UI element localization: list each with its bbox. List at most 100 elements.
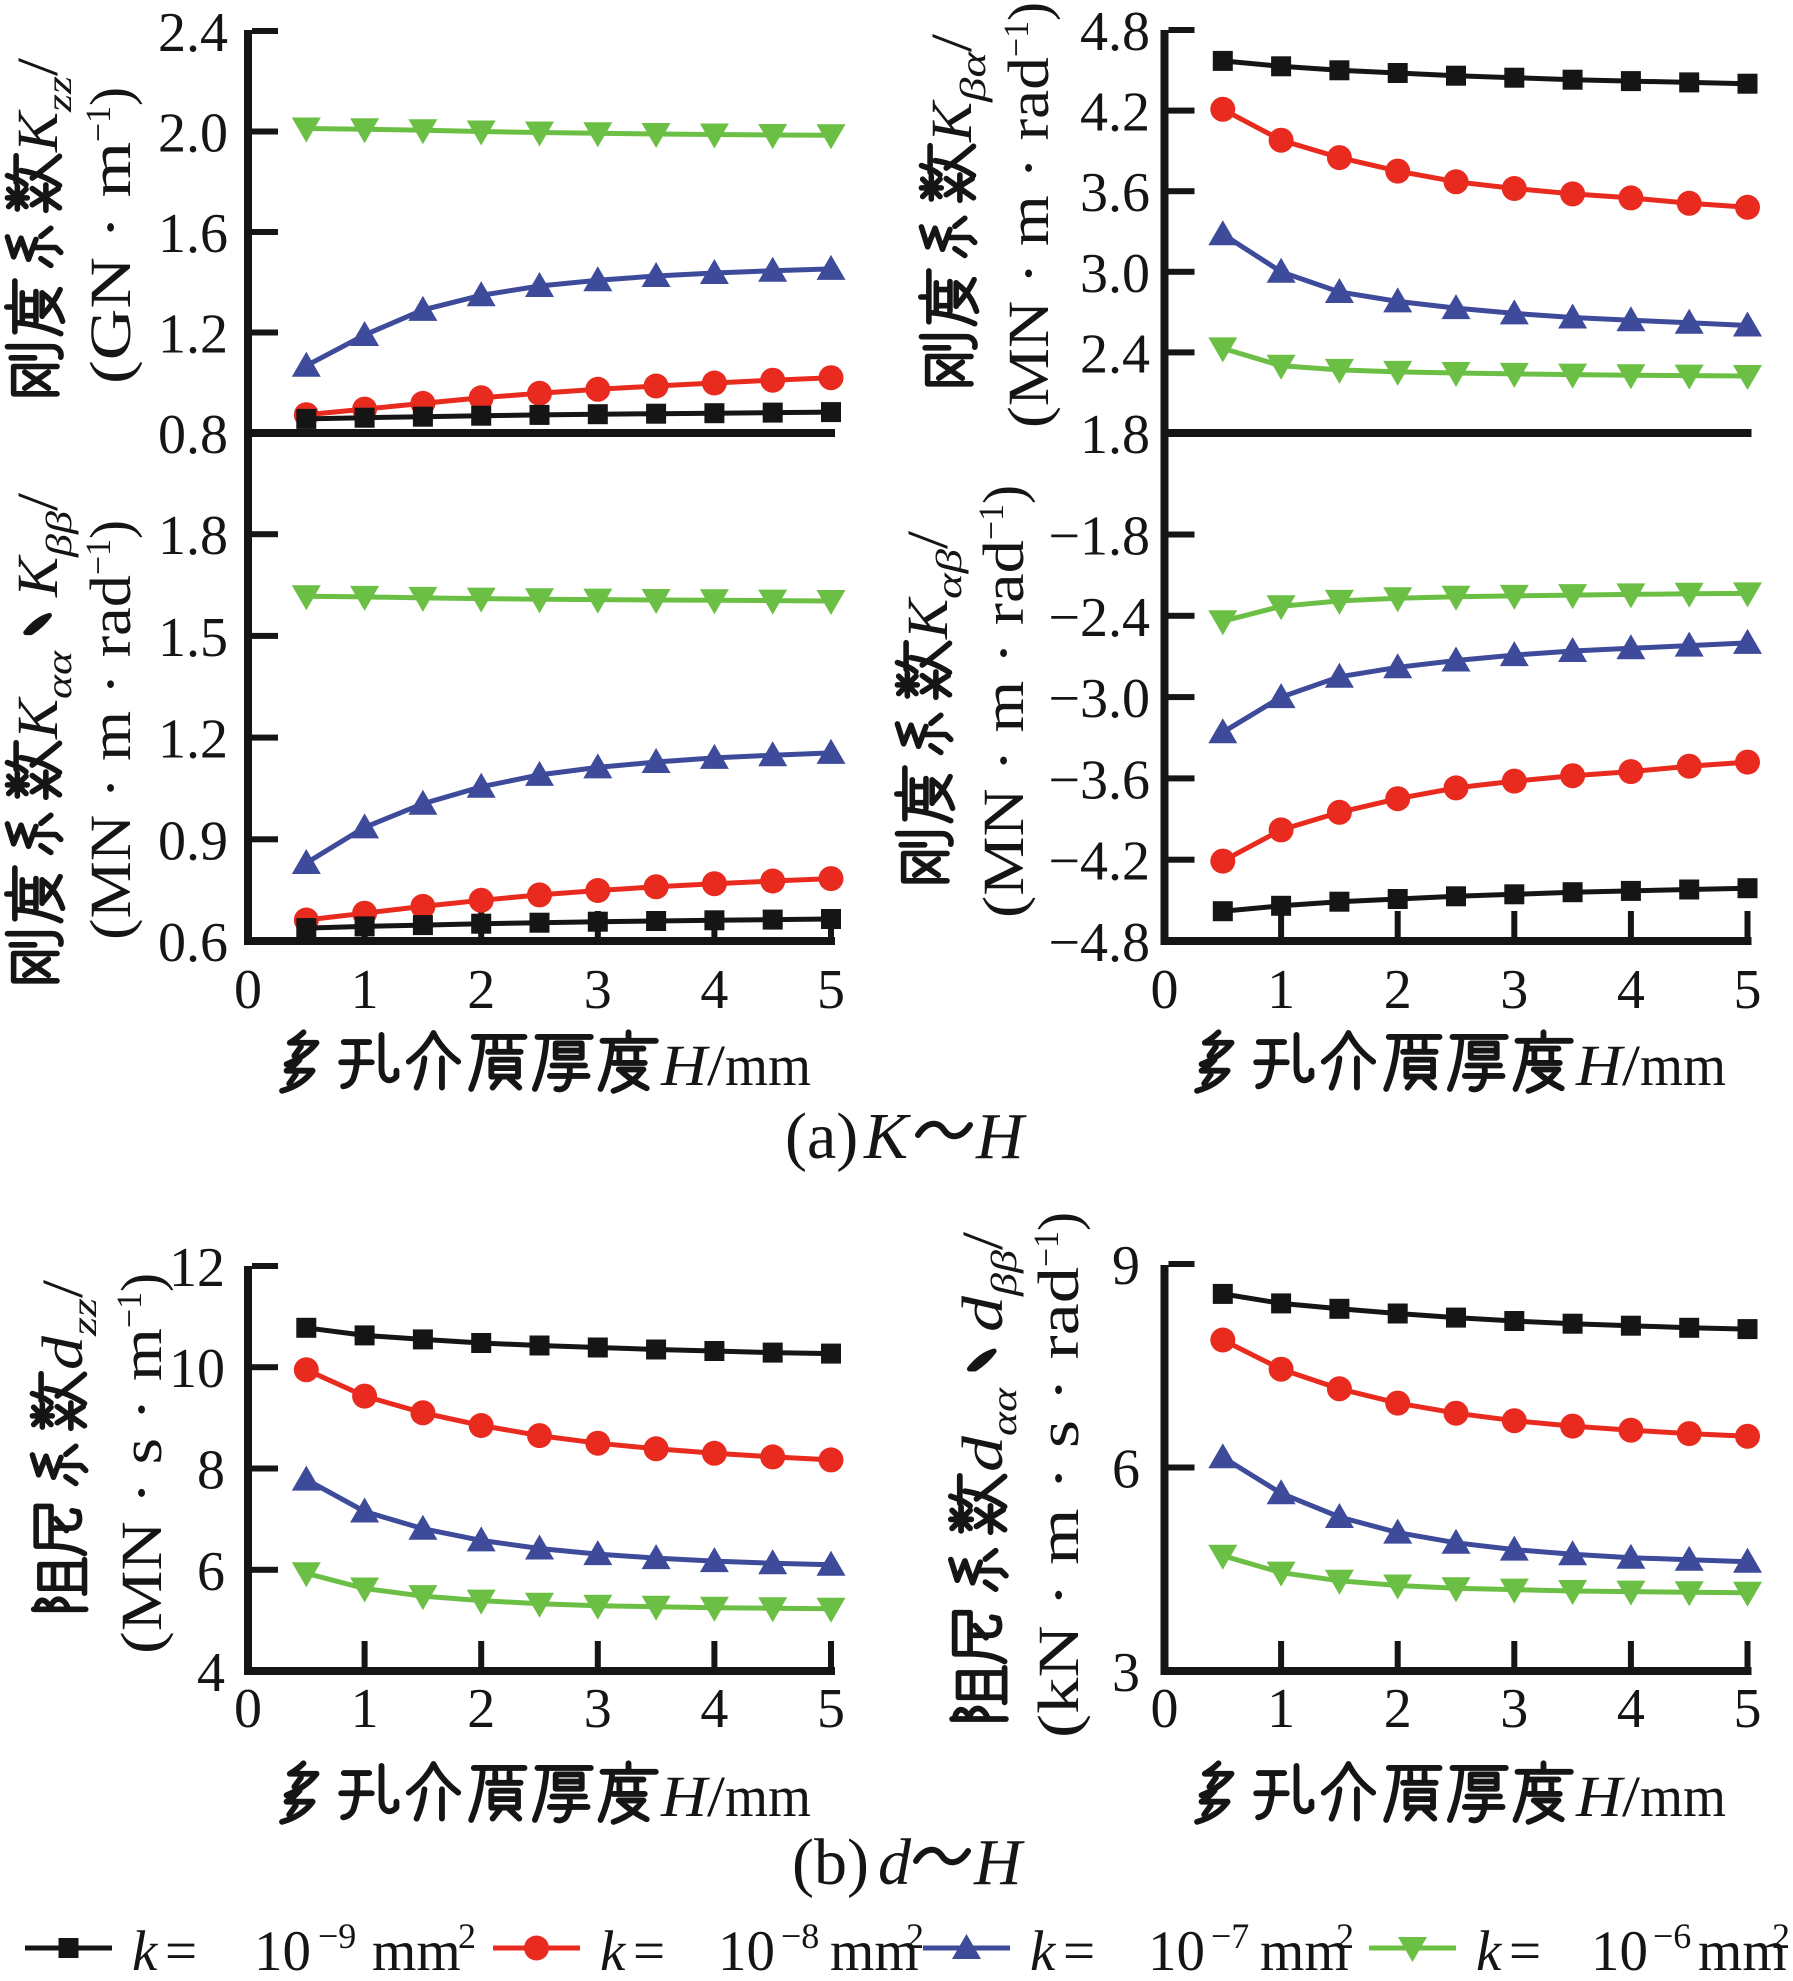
svg-text:): ) xyxy=(78,87,143,106)
svg-text:K: K xyxy=(863,1100,911,1173)
svg-text:H: H xyxy=(660,1033,711,1098)
svg-text:ββ: ββ xyxy=(39,511,79,558)
svg-text:(GN · m: (GN · m xyxy=(78,142,143,384)
svg-text:4: 4 xyxy=(197,1642,225,1704)
svg-text:H: H xyxy=(660,1764,711,1829)
svg-text:1.2: 1.2 xyxy=(158,304,228,366)
svg-text:5: 5 xyxy=(1734,1678,1762,1740)
svg-text:−1: −1 xyxy=(109,1292,149,1328)
svg-text:−2.4: −2.4 xyxy=(1048,587,1150,649)
svg-text:d: d xyxy=(878,1826,912,1899)
svg-text:d: d xyxy=(30,1335,95,1370)
svg-text:k: k xyxy=(600,1920,627,1976)
svg-text:2: 2 xyxy=(467,1678,495,1740)
svg-text:4: 4 xyxy=(700,1678,728,1740)
svg-text:ββ: ββ xyxy=(984,1250,1024,1297)
svg-text:10: 10 xyxy=(1148,1920,1205,1976)
svg-text:/: / xyxy=(30,1279,95,1298)
svg-text:=: = xyxy=(633,1920,665,1976)
svg-text:−1: −1 xyxy=(78,539,118,575)
svg-text:1: 1 xyxy=(1267,1678,1295,1740)
svg-text:−7: −7 xyxy=(1211,1916,1249,1956)
svg-text:(kN · m · s · rad: (kN · m · s · rad xyxy=(1026,1267,1091,1738)
svg-text:K: K xyxy=(895,596,960,640)
svg-text:5: 5 xyxy=(817,1678,845,1740)
svg-text:5: 5 xyxy=(1734,959,1762,1021)
svg-text:0.6: 0.6 xyxy=(158,912,228,974)
svg-text:/: / xyxy=(919,33,984,52)
svg-text:/: / xyxy=(895,530,960,549)
svg-text:10: 10 xyxy=(1591,1920,1648,1976)
svg-text:3.0: 3.0 xyxy=(1080,243,1150,305)
svg-text:0.8: 0.8 xyxy=(158,404,228,466)
svg-text:−4.2: −4.2 xyxy=(1048,831,1150,893)
svg-text:mm: mm xyxy=(1640,1033,1726,1098)
svg-text:−8: −8 xyxy=(781,1916,819,1956)
svg-text:2: 2 xyxy=(1772,1916,1790,1956)
svg-text:): ) xyxy=(996,2,1061,21)
svg-text:0: 0 xyxy=(234,959,262,1021)
svg-text:k: k xyxy=(1476,1920,1503,1976)
svg-text:2.4: 2.4 xyxy=(1080,323,1150,385)
svg-text:K: K xyxy=(5,109,70,153)
svg-text:(MN · s · m: (MN · s · m xyxy=(109,1328,174,1654)
svg-text:4: 4 xyxy=(700,959,728,1021)
svg-text:3: 3 xyxy=(584,1678,612,1740)
svg-text:/: / xyxy=(1622,1764,1641,1829)
svg-text:−6: −6 xyxy=(1653,1916,1691,1956)
svg-text:mm: mm xyxy=(1640,1764,1726,1829)
svg-text:/: / xyxy=(707,1764,726,1829)
svg-text:): ) xyxy=(1026,1212,1091,1231)
svg-text:K: K xyxy=(919,99,984,143)
svg-text:αα: αα xyxy=(39,650,79,699)
svg-text:1.6: 1.6 xyxy=(158,203,228,265)
svg-text:/: / xyxy=(5,492,70,511)
svg-text:αβ: αβ xyxy=(929,549,969,599)
svg-text:6: 6 xyxy=(197,1541,225,1603)
svg-text:mm: mm xyxy=(830,1920,919,1976)
svg-text:K: K xyxy=(5,554,70,598)
svg-text:6: 6 xyxy=(1112,1439,1140,1501)
svg-text:1.8: 1.8 xyxy=(158,505,228,567)
svg-text:2: 2 xyxy=(1384,959,1412,1021)
svg-text:0: 0 xyxy=(1151,1678,1179,1740)
svg-text:−1.8: −1.8 xyxy=(1048,506,1150,568)
svg-text:(MN · m · rad: (MN · m · rad xyxy=(971,540,1036,918)
svg-text:2: 2 xyxy=(458,1916,476,1956)
svg-text:−3.0: −3.0 xyxy=(1048,668,1150,730)
svg-text:10: 10 xyxy=(169,1338,225,1400)
svg-text:H: H xyxy=(975,1100,1027,1173)
svg-text:−4.8: −4.8 xyxy=(1048,912,1150,974)
svg-text:d: d xyxy=(950,1295,1015,1332)
svg-text:1: 1 xyxy=(1267,959,1295,1021)
svg-text:/: / xyxy=(950,1231,1015,1250)
svg-text:2.4: 2.4 xyxy=(158,2,228,64)
svg-text:/: / xyxy=(1622,1033,1641,1098)
svg-text:mm: mm xyxy=(372,1920,461,1976)
svg-text:0: 0 xyxy=(1151,959,1179,1021)
svg-text:βα: βα xyxy=(953,51,993,104)
svg-text:5: 5 xyxy=(817,959,845,1021)
svg-text:H: H xyxy=(1575,1764,1626,1829)
svg-text:0: 0 xyxy=(234,1678,262,1740)
svg-text:k: k xyxy=(1030,1920,1057,1976)
svg-text:2: 2 xyxy=(1336,1916,1354,1956)
svg-text:(b): (b) xyxy=(792,1826,869,1899)
svg-text:0.9: 0.9 xyxy=(158,810,228,872)
svg-text:/: / xyxy=(707,1033,726,1098)
svg-text:4: 4 xyxy=(1617,959,1645,1021)
svg-text:2.0: 2.0 xyxy=(158,103,228,165)
svg-text:10: 10 xyxy=(718,1920,775,1976)
svg-text:H: H xyxy=(973,1826,1025,1899)
svg-text:mm: mm xyxy=(1260,1920,1349,1976)
svg-text:−1: −1 xyxy=(971,504,1011,540)
svg-text:zz: zz xyxy=(39,76,79,113)
svg-text:3: 3 xyxy=(1112,1642,1140,1704)
svg-text:K: K xyxy=(5,696,70,740)
svg-text:=: = xyxy=(165,1920,197,1976)
svg-text:d: d xyxy=(950,1435,1015,1472)
svg-text:2: 2 xyxy=(1384,1678,1412,1740)
svg-text:3.6: 3.6 xyxy=(1080,162,1150,224)
svg-text:=: = xyxy=(1509,1920,1541,1976)
svg-text:−9: −9 xyxy=(318,1916,356,1956)
